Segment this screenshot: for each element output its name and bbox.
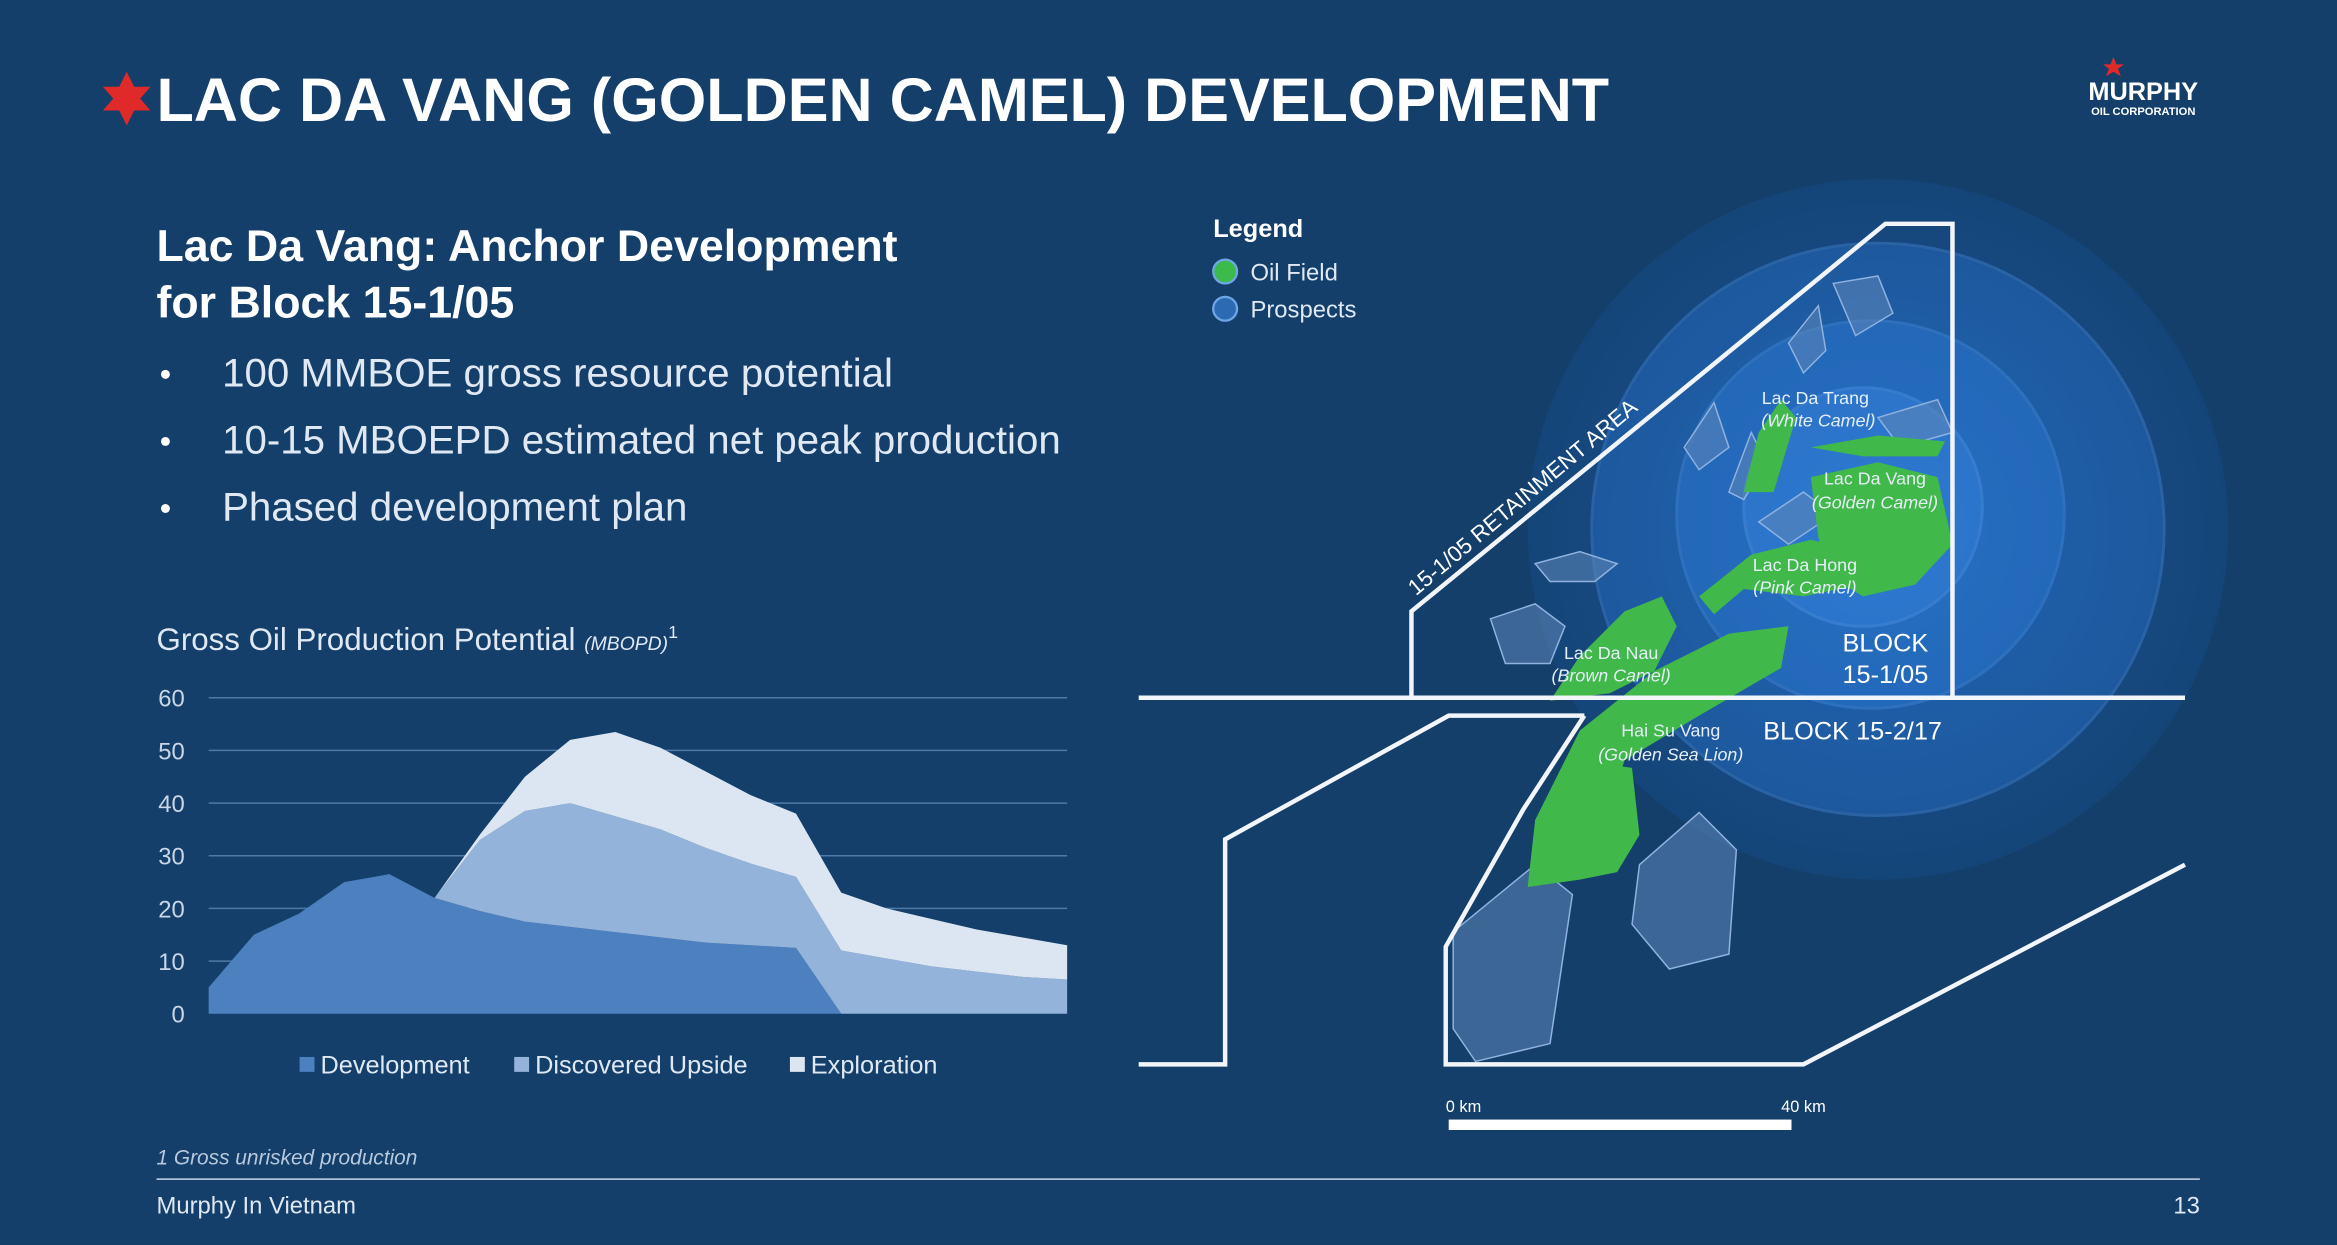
y-tick-label: 40 xyxy=(158,791,185,818)
oil-fields xyxy=(1527,399,1953,888)
y-tick-label: 50 xyxy=(158,738,185,765)
block-label: BLOCK 15-2/17 xyxy=(1763,717,1942,745)
bullet-dot xyxy=(160,369,170,379)
legend-label: Discovered Upside xyxy=(535,1051,748,1079)
block-label: BLOCK xyxy=(1842,630,1928,658)
area xyxy=(208,731,1068,988)
field-name: Lac Da Hong xyxy=(1753,555,1857,575)
bullet-dot xyxy=(160,504,170,513)
legend-swatch xyxy=(789,1056,805,1072)
block-outline xyxy=(1443,714,2187,1067)
bullet: 100 MMBOE gross resource potential xyxy=(222,350,893,395)
map: 15-1/05 RETAINMENT AREA Lac Da Trang (Wh… xyxy=(1138,179,2229,1130)
subtitle: for Block 15-1/05 xyxy=(156,279,514,328)
map-legend: Oil Field Prospects xyxy=(1212,258,1357,324)
legend-swatch xyxy=(1212,258,1239,285)
chart: 0 10 20 30 40 50 60 Development Discovered Upsid… xyxy=(158,686,1068,1079)
chart-unit: (MBOPD) xyxy=(584,633,668,655)
block-outline xyxy=(1138,713,1585,1067)
bullet: Phased development plan xyxy=(222,484,687,529)
legend-label: Exploration xyxy=(811,1051,938,1079)
block-lines xyxy=(1138,221,2187,1067)
logo-sub: OIL CORPORATION xyxy=(2091,106,2195,118)
legend-label: Development xyxy=(320,1051,469,1079)
legend-swatch xyxy=(299,1056,315,1072)
field-name: Lac Da Nau xyxy=(1564,643,1658,663)
legend-swatch xyxy=(1212,295,1239,322)
field-name: Lac Da Trang xyxy=(1762,388,1869,408)
y-tick-label: 20 xyxy=(158,896,185,923)
star-icon xyxy=(102,71,151,126)
subtitle: Lac Da Vang: Anchor Development xyxy=(156,222,897,271)
field-alias: (Golden Sea Lion) xyxy=(1598,744,1743,764)
header: LAC DA VANG (GOLDEN CAMEL) DEVELOPMENT M… xyxy=(102,56,2198,134)
scale-label: 40 km xyxy=(1781,1098,1826,1116)
y-tick-label: 0 xyxy=(172,1002,185,1029)
field-name: Hai Su Vang xyxy=(1621,721,1720,741)
field-alias: (Pink Camel) xyxy=(1753,577,1856,597)
chart-note: 1 xyxy=(668,622,678,642)
slide-title: LAC DA VANG (GOLDEN CAMEL) DEVELOPMENT xyxy=(156,66,1609,134)
bullet: 10-15 MBOEPD estimated net peak producti… xyxy=(222,417,1061,462)
area xyxy=(208,803,1068,1014)
retainment-outline xyxy=(1409,221,1955,698)
chart-title: Gross Oil Production Potential (MBOPD)1 xyxy=(156,622,678,657)
legend-label: Oil Field xyxy=(1250,259,1337,286)
field-alias: (White Camel) xyxy=(1761,411,1875,431)
legend-title: Legend xyxy=(1213,215,1303,243)
bullet-dot xyxy=(160,436,170,446)
legend-swatch xyxy=(514,1056,530,1072)
chart-title-text: Gross Oil Production Potential xyxy=(156,622,575,657)
legend-label: Prospects xyxy=(1250,297,1356,324)
bullet-list: 100 MMBOE gross resource potential 10-15… xyxy=(160,350,1061,529)
block-label: 15-1/05 xyxy=(1842,661,1928,689)
footer-left: Murphy In Vietnam xyxy=(156,1192,356,1219)
logo-star xyxy=(2103,56,2124,77)
prospects xyxy=(1452,275,1954,1063)
page-number: 13 xyxy=(2173,1192,2200,1219)
y-tick-label: 60 xyxy=(158,686,185,713)
footnote: 1 Gross unrisked production xyxy=(156,1146,417,1169)
field-alias: (Golden Camel) xyxy=(1812,492,1938,512)
logo: MURPHY xyxy=(2088,78,2198,106)
field-alias: (Brown Camel) xyxy=(1552,665,1671,685)
field-name: Lac Da Vang xyxy=(1824,469,1926,489)
y-tick-label: 30 xyxy=(158,844,185,871)
y-tick-label: 10 xyxy=(158,949,185,976)
area xyxy=(208,874,1068,1014)
scale-label: 0 km xyxy=(1446,1098,1481,1116)
scale-bar xyxy=(1448,1119,1792,1130)
